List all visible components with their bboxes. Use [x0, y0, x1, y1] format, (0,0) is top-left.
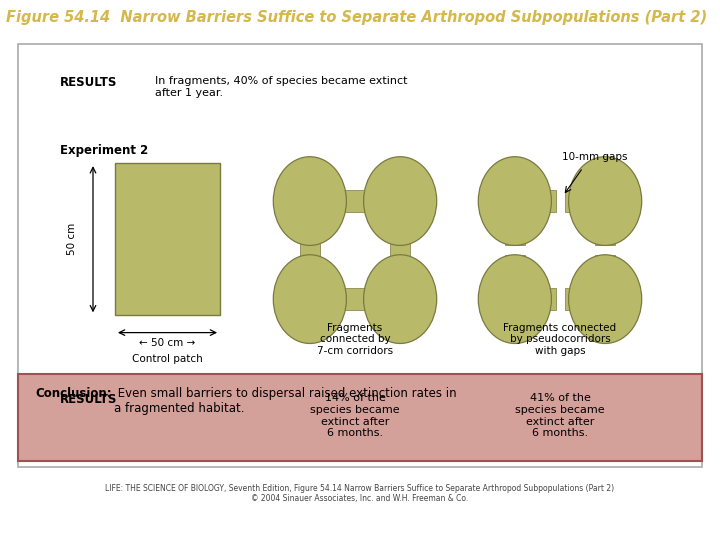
Bar — [115, 163, 220, 315]
Ellipse shape — [569, 255, 642, 343]
Ellipse shape — [478, 255, 552, 343]
Text: Fragments connected
by pseudocorridors
with gaps: Fragments connected by pseudocorridors w… — [503, 323, 616, 356]
Bar — [505, 201, 525, 245]
Text: In fragments, 40% of species became extinct
after 1 year.: In fragments, 40% of species became exti… — [155, 76, 408, 98]
Text: 50 cm: 50 cm — [67, 223, 77, 255]
Ellipse shape — [364, 157, 437, 245]
Ellipse shape — [274, 255, 346, 343]
Text: Fragments
connected by
7-cm corridors: Fragments connected by 7-cm corridors — [317, 323, 393, 356]
Bar — [515, 288, 556, 310]
Ellipse shape — [478, 157, 552, 245]
Bar — [515, 190, 556, 212]
Bar — [310, 190, 400, 212]
Bar — [390, 201, 410, 299]
Bar — [300, 201, 320, 299]
Text: LIFE: THE SCIENCE OF BIOLOGY, Seventh Edition, Figure 54.14 Narrow Barriers Suff: LIFE: THE SCIENCE OF BIOLOGY, Seventh Ed… — [105, 483, 615, 503]
Text: 14% of the
species became
extinct after
6 months.: 14% of the species became extinct after … — [310, 394, 400, 438]
Bar — [310, 288, 400, 310]
Text: Even small barriers to dispersal raised extinction rates in
a fragmented habitat: Even small barriers to dispersal raised … — [114, 387, 456, 415]
Bar — [564, 288, 605, 310]
Ellipse shape — [274, 157, 346, 245]
Text: ← 50 cm →: ← 50 cm → — [140, 338, 196, 348]
Text: 10-mm gaps: 10-mm gaps — [562, 152, 628, 163]
Text: RESULTS: RESULTS — [60, 394, 117, 407]
Text: Figure 54.14  Narrow Barriers Suffice to Separate Arthropod Subpopulations (Part: Figure 54.14 Narrow Barriers Suffice to … — [6, 10, 707, 25]
Ellipse shape — [364, 255, 437, 343]
Bar — [595, 201, 615, 245]
Bar — [18, 374, 702, 461]
Text: RESULTS: RESULTS — [60, 76, 117, 89]
Bar — [564, 190, 605, 212]
Bar — [595, 255, 615, 299]
Bar — [18, 44, 702, 467]
Text: Control patch: Control patch — [132, 354, 203, 364]
Text: Conclusion:: Conclusion: — [35, 387, 112, 400]
Text: 41% of the
species became
extinct after
6 months.: 41% of the species became extinct after … — [516, 394, 605, 438]
Text: Experiment 2: Experiment 2 — [60, 144, 148, 157]
Bar — [505, 255, 525, 299]
Ellipse shape — [569, 157, 642, 245]
